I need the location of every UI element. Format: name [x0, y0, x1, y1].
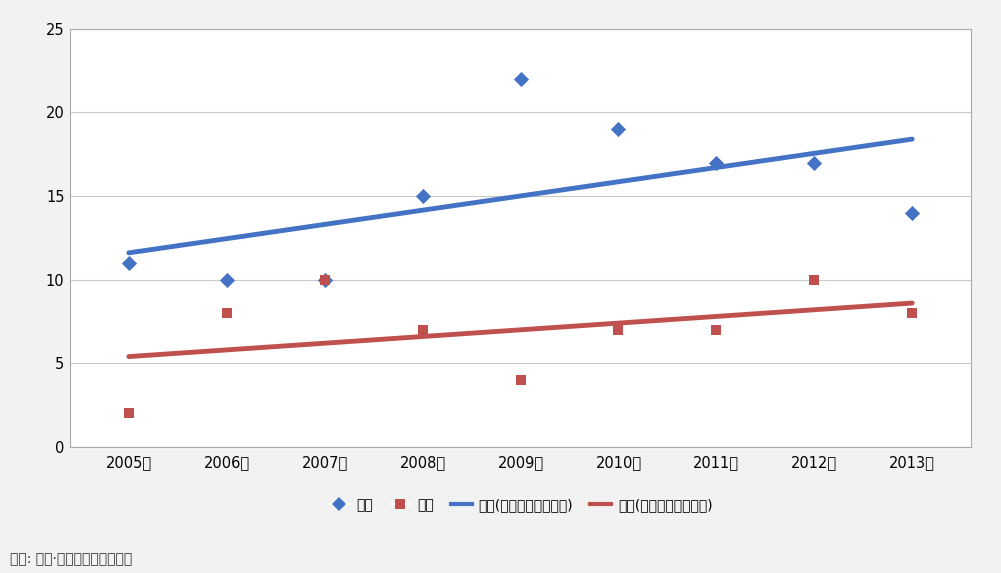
- Legend: 항공, 철도, 추세(항공사고조사건수), 추세(철도사고조사건수): 항공, 철도, 추세(항공사고조사건수), 추세(철도사고조사건수): [323, 492, 718, 517]
- Point: [806, 158, 822, 167]
- Point: [414, 325, 430, 335]
- Point: [513, 375, 529, 384]
- Point: [904, 208, 920, 217]
- Point: [414, 191, 430, 201]
- Point: [316, 275, 332, 284]
- Point: [219, 308, 235, 317]
- Point: [904, 308, 920, 317]
- Point: [121, 258, 137, 268]
- Point: [709, 325, 725, 335]
- Point: [513, 74, 529, 84]
- Text: 자료: 항공·철도사고조사위원회: 자료: 항공·철도사고조사위원회: [10, 552, 132, 566]
- Point: [806, 275, 822, 284]
- Point: [611, 124, 627, 134]
- Point: [611, 325, 627, 335]
- Point: [316, 275, 332, 284]
- Point: [121, 409, 137, 418]
- Point: [219, 275, 235, 284]
- Point: [709, 158, 725, 167]
